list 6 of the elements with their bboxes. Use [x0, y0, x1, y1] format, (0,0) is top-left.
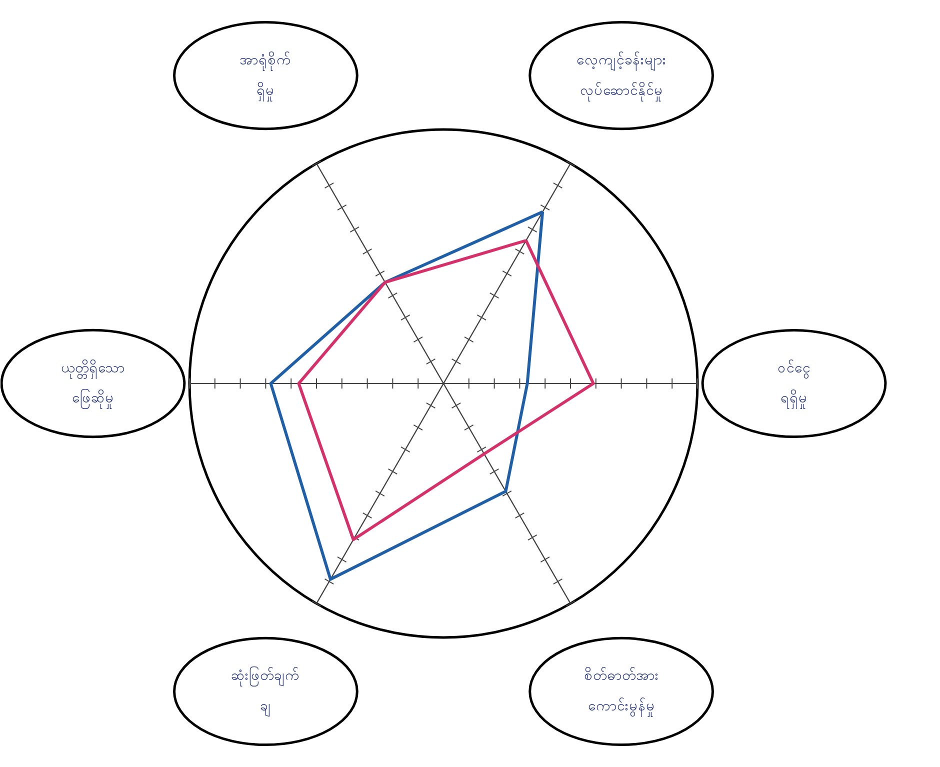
spoke-label: လေ့ကျင့်ခန်းများ လုပ်ဆောင်နိုင်မှု: [576, 52, 666, 101]
spoke-label: ယုတ္တိရှိသော ဖြေဆိုမှု: [60, 360, 125, 409]
spoke-label: ဆုံးဖြတ်ချက် ချ: [231, 667, 300, 717]
spoke-label: အာရုံစိုက် ရှိမှု: [240, 52, 292, 101]
spoke-label: စိတ်ဓာတ်အား ကောင်းမွန်မှု: [584, 668, 659, 717]
spoke-label: ဝင်ငွေ ရရှိမှု: [778, 360, 811, 409]
